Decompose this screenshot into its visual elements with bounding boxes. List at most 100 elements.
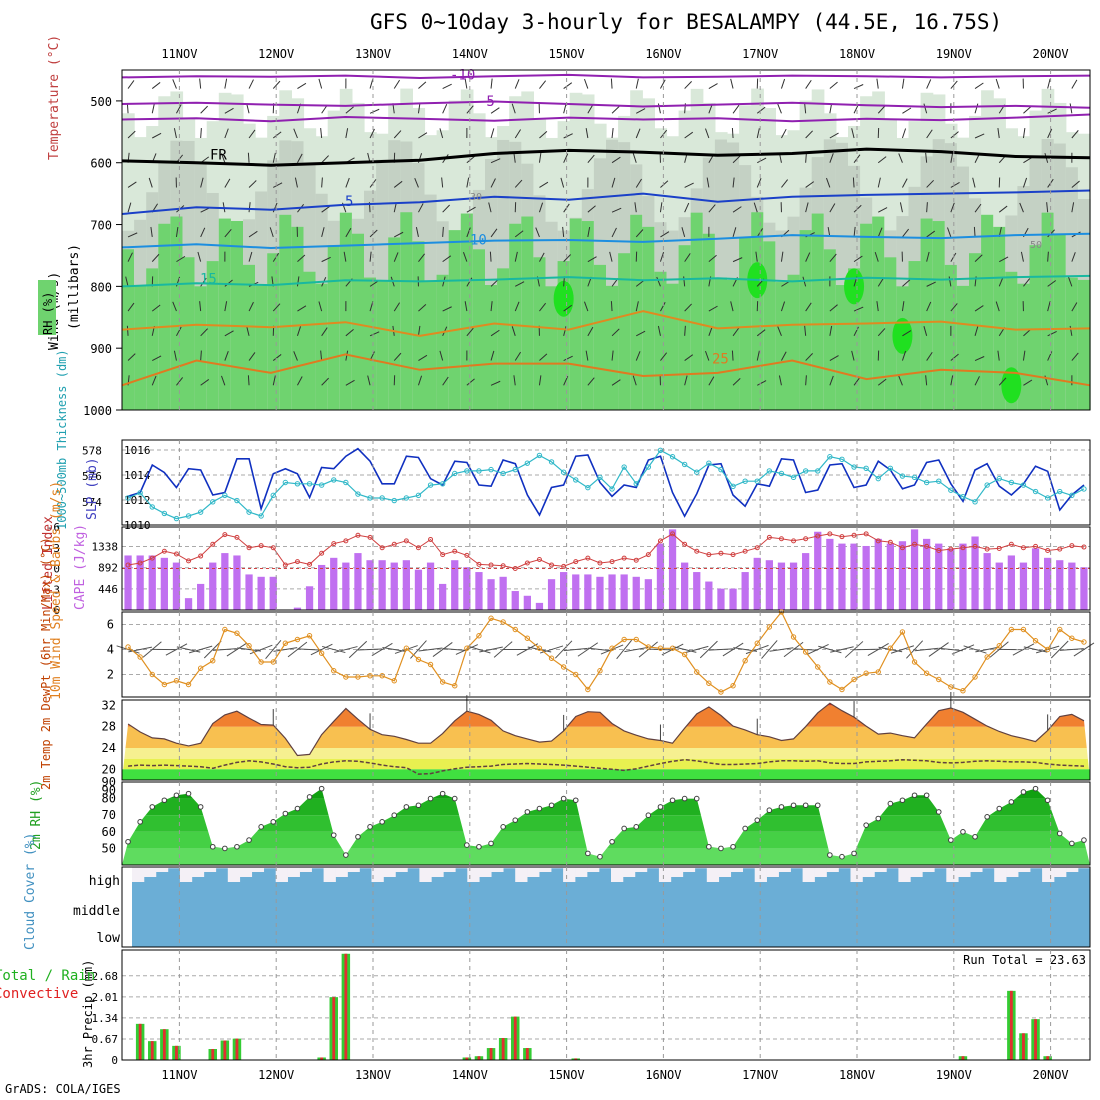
wind-barb bbox=[248, 180, 257, 188]
wind-barb bbox=[200, 105, 208, 114]
rh-point bbox=[766, 807, 773, 814]
wind-barb bbox=[127, 302, 135, 312]
wind-barb bbox=[611, 379, 621, 386]
wind-barb bbox=[247, 375, 250, 386]
rh-point bbox=[161, 797, 168, 804]
cloud-high-gap bbox=[658, 867, 672, 882]
cloud-high-gap bbox=[718, 867, 732, 877]
cape-axis-label: CAPE (J/kg) bbox=[73, 524, 88, 610]
isotherm-line bbox=[121, 73, 1091, 80]
precip-conv-bar bbox=[477, 1056, 481, 1060]
rh-shade-green bbox=[981, 214, 994, 410]
isotherm-line bbox=[121, 310, 1091, 337]
legend-rh: RH (%) bbox=[41, 292, 55, 335]
surface-wind-barb bbox=[1073, 642, 1095, 657]
li-point bbox=[827, 531, 833, 537]
wind-barb bbox=[199, 78, 202, 89]
cape-bar bbox=[959, 543, 967, 610]
wind-barb bbox=[610, 78, 613, 89]
li-point bbox=[887, 539, 893, 545]
cloud-high-gap bbox=[395, 867, 408, 872]
wind-barb bbox=[321, 205, 331, 213]
thickness-tick-label: 578 bbox=[82, 444, 102, 457]
rh-shade-green bbox=[279, 214, 292, 410]
wind-speed-point bbox=[621, 636, 627, 643]
thickness-point bbox=[899, 473, 906, 479]
li-point bbox=[415, 545, 421, 551]
wind-barb bbox=[127, 181, 137, 188]
wind-barb bbox=[756, 106, 766, 114]
thickness-point bbox=[197, 509, 204, 515]
li-point bbox=[294, 559, 300, 565]
wind-barb bbox=[708, 254, 717, 263]
rh-point bbox=[633, 824, 640, 830]
li-point bbox=[863, 531, 869, 537]
date-label-top: 11NOV bbox=[161, 47, 197, 61]
wind-barb bbox=[415, 227, 419, 238]
rh-frame bbox=[121, 781, 1091, 866]
cloud-high-gap bbox=[539, 867, 552, 872]
isotherm-line bbox=[121, 353, 1091, 387]
rh-point bbox=[173, 792, 180, 799]
cloud-high-gap bbox=[862, 867, 875, 877]
wind-barb bbox=[708, 83, 718, 89]
wind-barb bbox=[998, 276, 1004, 287]
wind-barb bbox=[224, 178, 231, 188]
wind-barb bbox=[1022, 128, 1026, 139]
wind-barb bbox=[731, 127, 734, 139]
cape-bar bbox=[850, 543, 858, 610]
wind-barb bbox=[538, 152, 542, 163]
rh-point bbox=[1044, 797, 1051, 804]
surface-wind-barb bbox=[188, 645, 213, 654]
rh-point bbox=[536, 805, 543, 812]
wind-barb bbox=[1047, 280, 1057, 287]
thickness-point bbox=[258, 513, 264, 519]
rh-point bbox=[306, 794, 313, 800]
wind-barb bbox=[853, 326, 859, 337]
cape-bar bbox=[560, 572, 568, 610]
li-point bbox=[186, 558, 192, 564]
thickness-point bbox=[306, 481, 313, 487]
cape-bar bbox=[366, 560, 374, 610]
wind-barb bbox=[152, 355, 162, 361]
wind-barb bbox=[805, 202, 809, 213]
rh-point bbox=[185, 790, 192, 797]
thickness-point bbox=[415, 492, 422, 499]
thickness-point bbox=[984, 482, 990, 488]
wind-barb bbox=[538, 375, 542, 386]
thickness-point bbox=[246, 509, 252, 515]
wind-barb bbox=[829, 304, 838, 312]
wind-barb bbox=[660, 79, 666, 89]
rh-band bbox=[122, 798, 1090, 816]
li-point bbox=[912, 541, 918, 547]
wind-barb bbox=[730, 301, 734, 312]
surface-wind-barb bbox=[334, 646, 358, 653]
wind-barb bbox=[684, 375, 688, 386]
y-tick-label: 1000 bbox=[83, 404, 112, 418]
wind-barb bbox=[946, 227, 952, 238]
li-point bbox=[657, 538, 663, 544]
wind-speed-point bbox=[197, 665, 204, 671]
thickness-point bbox=[439, 481, 446, 487]
surface-wind-barb bbox=[745, 644, 769, 655]
wind-barb bbox=[805, 353, 813, 361]
thickness-point bbox=[996, 475, 1002, 482]
wind-barb bbox=[490, 128, 495, 139]
li-point bbox=[682, 541, 688, 547]
date-label-top: 14NOV bbox=[452, 47, 488, 61]
surface-wind-barb bbox=[165, 643, 188, 656]
wind-barb bbox=[585, 350, 589, 361]
cape-bar bbox=[753, 557, 761, 610]
rh-point bbox=[621, 825, 627, 832]
wind-barb bbox=[127, 202, 132, 213]
surface-wind-barb bbox=[249, 644, 273, 655]
wind-barb bbox=[563, 254, 571, 262]
cape-bar bbox=[1056, 560, 1064, 610]
wind-barb bbox=[974, 82, 984, 89]
wind-barb bbox=[272, 152, 276, 163]
wind-barb bbox=[393, 130, 402, 139]
wind-barb bbox=[490, 350, 495, 361]
wind-barb bbox=[1019, 202, 1024, 213]
wind-barb bbox=[200, 277, 207, 287]
wind-barb bbox=[1047, 301, 1051, 312]
